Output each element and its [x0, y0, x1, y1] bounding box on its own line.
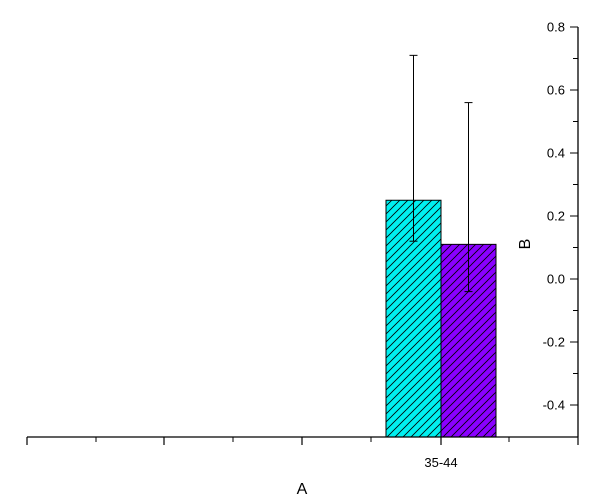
- y-axis-title: B: [517, 239, 534, 250]
- y-tick-label: 0.4: [547, 146, 565, 161]
- x-axis-title: A: [297, 481, 308, 498]
- y-tick-label: 0.2: [547, 209, 565, 224]
- error-bars-layer: [409, 54, 473, 293]
- x-tick-label: 35-44: [424, 455, 457, 470]
- y-tick-label: 0.8: [547, 20, 565, 35]
- y-tick-label: 0.0: [547, 272, 565, 287]
- bars-layer: [385, 199, 497, 438]
- y-tick-label: 0.6: [547, 83, 565, 98]
- y-tick-label: -0.2: [543, 335, 565, 350]
- ticks-layer: 0.8 0.6 0.4 0.2 0.0 -0.2 -0.4 35-44: [26, 20, 579, 470]
- y-tick-label: -0.4: [543, 398, 565, 413]
